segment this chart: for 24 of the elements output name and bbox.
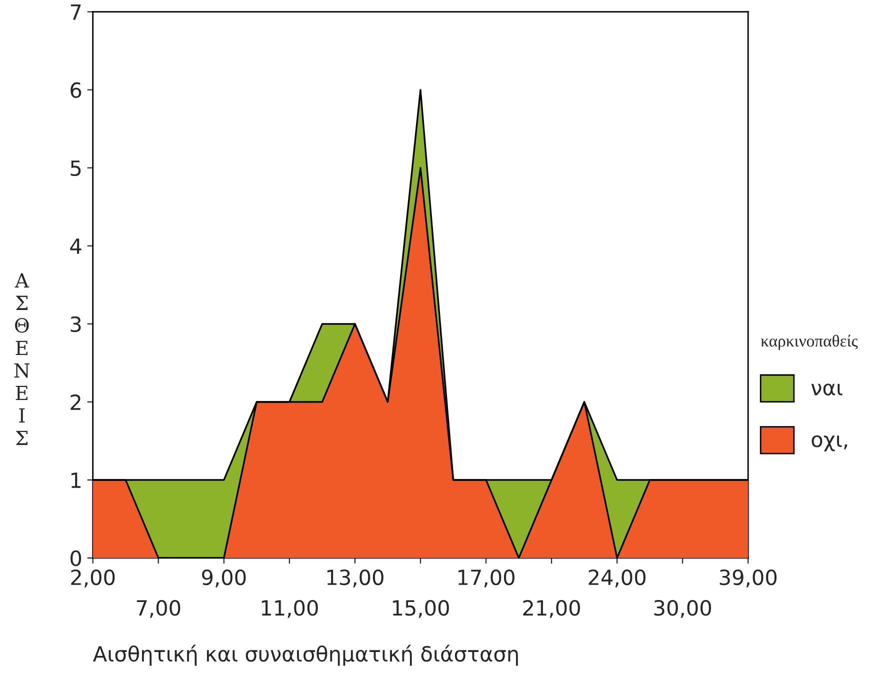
legend-label: ναι [811, 384, 842, 396]
x-tick-label: 2,00 [71, 569, 115, 588]
x-tick-label: 7,00 [136, 600, 180, 618]
y-tick-label: 5 [70, 160, 81, 176]
legend-title: καρκινοπαθείς [760, 334, 858, 350]
y-tick-label: 6 [70, 82, 82, 98]
y-tick-label: 7 [70, 4, 81, 20]
y-tick-label: 3 [70, 316, 81, 332]
legend-label: οχι, [812, 435, 848, 452]
x-tick-label: 39,00 [720, 569, 777, 588]
x-tick-label: 24,00 [588, 569, 646, 588]
y-tick-label: 2 [70, 394, 80, 410]
y-tick-label: 4 [70, 238, 82, 254]
x-tick-label: 11,00 [262, 600, 318, 618]
x-tick-label: 13,00 [327, 569, 384, 588]
x-tick-label: 17,00 [458, 569, 514, 588]
y-tick-label: 0 [70, 550, 82, 566]
x-tick-label: 30,00 [654, 600, 712, 618]
x-tick-label: 15,00 [392, 600, 449, 618]
y-tick-label: 1 [71, 472, 81, 488]
x-axis-title: Αισθητική και συναισθηματική διάσταση [93, 644, 518, 666]
x-tick-label: 9,00 [202, 569, 246, 588]
x-tick-label: 21,00 [523, 600, 580, 618]
y-axis-title: ΑΣΘΕΝΕΙΣ [14, 273, 30, 446]
